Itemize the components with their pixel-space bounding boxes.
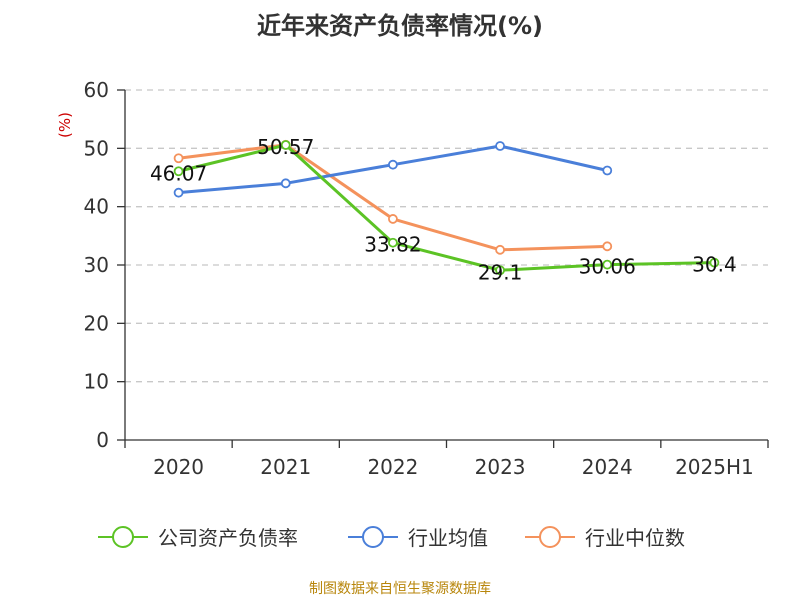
series-line-0 [178, 143, 715, 272]
data-point-2 [388, 214, 398, 224]
x-tick-label: 2021 [260, 455, 311, 479]
data-label: 33.82 [364, 233, 421, 257]
x-tick-label: 2023 [475, 455, 526, 479]
data-point-0 [709, 257, 720, 268]
data-point-1 [388, 159, 398, 170]
data-label: 29.1 [478, 260, 523, 284]
data-label: 30.06 [579, 255, 636, 279]
data-point-0 [173, 166, 184, 177]
x-tick-label: 2025H1 [675, 455, 754, 479]
y-axis-unit: (%) [56, 112, 74, 138]
data-point-0 [280, 140, 291, 150]
legend-label-0: 公司资产负债率 [158, 526, 298, 550]
data-labels: 46.07 50.57 33.82 29.1 30.06 30.4 [150, 135, 737, 284]
legend-marker-1 [362, 526, 384, 548]
data-point-2 [602, 241, 613, 252]
series-lines [173, 139, 720, 276]
axes: 0 10 20 30 40 50 60 (%) 2020 2021 2022 2023 2024 2025… [56, 78, 769, 479]
legend-marker-2 [539, 526, 561, 548]
y-tick-label: 10 [84, 370, 109, 394]
y-tick-label: 0 [96, 428, 109, 452]
grid-lines [125, 89, 768, 383]
data-point-0 [388, 237, 398, 248]
data-point-1 [280, 178, 291, 189]
data-point-2 [495, 244, 505, 255]
y-tick-label: 40 [84, 195, 109, 219]
legend: 公司资产负债率 行业均值 行业中位数 [98, 526, 685, 550]
data-point-2 [173, 153, 184, 164]
data-point-0 [495, 265, 505, 276]
data-label: 30.4 [692, 253, 737, 277]
y-tick-label: 20 [84, 311, 109, 335]
data-label: 50.57 [257, 135, 314, 159]
data-point-1 [173, 187, 184, 198]
y-tick-label: 60 [84, 78, 109, 102]
y-tick-label: 30 [84, 253, 109, 277]
chart-title: 近年来资产负债率情况(%) [257, 12, 543, 40]
source-note: 制图数据来自恒生聚源数据库 [309, 581, 491, 597]
data-point-1 [602, 165, 613, 176]
x-tick-label: 2020 [153, 455, 204, 479]
data-point-1 [495, 141, 505, 151]
data-point-0 [602, 259, 613, 270]
x-tick-label: 2024 [582, 455, 633, 479]
legend-label-2: 行业中位数 [585, 526, 685, 550]
legend-label-1: 行业均值 [408, 526, 488, 550]
y-tick-label: 50 [84, 136, 109, 160]
x-tick-label: 2022 [367, 455, 418, 479]
legend-marker-0 [112, 526, 134, 548]
data-label: 46.07 [150, 161, 207, 185]
